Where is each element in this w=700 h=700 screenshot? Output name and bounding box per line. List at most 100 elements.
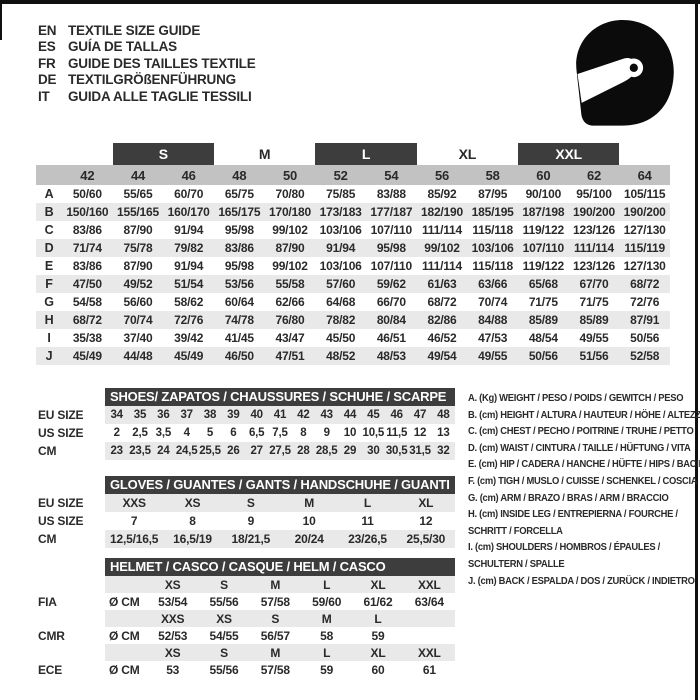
size-cell: 115/119 (624, 241, 665, 255)
size-cell: 56/57 (260, 628, 290, 643)
size-cell: 30,5 (385, 442, 409, 460)
size-group-row: S M L XL XXL (36, 143, 670, 165)
measurement-row: J 45/49 44/48 45/49 46/50 47/51 48/52 48/53 49/5… (36, 347, 670, 365)
size-cell: 83/86 (224, 241, 254, 255)
size-cell: 2,5 (132, 427, 148, 439)
size-cell: 65/75 (224, 187, 254, 201)
unit-cell: Ø CM (109, 628, 140, 643)
size-cell: 29 (338, 442, 362, 460)
size-cell: 49/52 (123, 277, 153, 291)
size-cell: 51/54 (174, 277, 204, 291)
size-cell: 105/115 (624, 187, 666, 201)
size-cell: 48/54 (528, 331, 558, 345)
row-label: ECE (38, 662, 63, 677)
size-cell: 115/118 (472, 223, 513, 237)
size-cell: XS (147, 644, 199, 661)
size-cell: 50/56 (528, 349, 558, 363)
size-cell: 23,5 (128, 442, 152, 460)
size-cell: 52/58 (630, 349, 660, 363)
size-cell: 75/78 (123, 241, 153, 255)
row-label: EU SIZE (38, 408, 84, 422)
table-row: CMR Ø CM 52/53 54/55 56/57 58 59 (38, 627, 455, 644)
size-cell: 75/85 (326, 187, 356, 201)
language-code: ES (38, 39, 56, 55)
size-cell: 59/60 (312, 594, 342, 609)
measurement-row: I 35/38 37/40 39/42 41/45 43/47 45/50 46/51 46/5… (36, 329, 670, 347)
size-cell: 59/62 (376, 277, 406, 291)
row-label: CM (38, 444, 57, 458)
table-row: EU SIZE XXS XS S M L XL (38, 494, 455, 512)
size-cell: 28 (291, 442, 315, 460)
size-cell: 20/24 (279, 530, 339, 548)
size-cell: 26 (221, 442, 245, 460)
shoes-table-body: EU SIZE 34 35 36 37 38 39 40 41 42 43 44 45 46 47 48 US … (38, 406, 455, 460)
size-cell: 95/98 (224, 223, 254, 237)
measurement-row: C 83/86 87/90 91/94 95/98 99/102 103/106 107/11… (36, 221, 670, 239)
language-row: ES GUÍA DE TALLAS (38, 39, 256, 56)
size-cell: 61 (422, 662, 436, 677)
size-cell: 7,5 (272, 427, 288, 439)
size-cell: 48/53 (376, 349, 406, 363)
frame-top-border (0, 0, 700, 4)
size-cell: 25,5 (198, 442, 222, 460)
size-cell: 52/53 (158, 628, 188, 643)
size-group-label: XXL (518, 143, 620, 165)
size-cell: 70/74 (123, 313, 153, 327)
size-cell: 45/49 (72, 349, 102, 363)
size-cell: XXL (403, 576, 455, 593)
shoes-table: SHOES/ ZAPATOS / CHAUSSURES / SCHUHE / S… (38, 388, 455, 460)
size-cell: 6 (230, 427, 237, 439)
size-cell: 48 (431, 406, 455, 424)
size-group-label: L (315, 143, 417, 165)
size-cell: 51/56 (579, 349, 609, 363)
size-cell: 190/200 (623, 205, 666, 219)
measurement-row: D 71/74 75/78 79/82 83/86 87/90 91/94 95/98 99/1… (36, 239, 670, 257)
size-cell: 68/72 (72, 313, 102, 327)
table-row: US SIZE 7 8 9 10 11 12 (38, 512, 455, 530)
size-cell: 47/51 (275, 349, 305, 363)
size-cell: 53/54 (158, 594, 188, 609)
size-cell: 45/49 (174, 349, 204, 363)
size-cell: 5 (206, 427, 214, 439)
size-cell: 103/106 (471, 241, 514, 255)
size-cell: 49/55 (478, 349, 508, 363)
table-row: US SIZE 2 2,5 3,5 4 5 6 6,5 7,5 8 9 10 10,5 11,5 12 13 (38, 424, 455, 442)
row-letter: G (44, 295, 54, 309)
size-cell: M (249, 644, 301, 661)
row-label: CM (38, 532, 57, 546)
size-cell: 103/106 (319, 259, 362, 273)
size-cell: 54/58 (72, 295, 102, 309)
row-letter: J (45, 349, 53, 363)
size-cell: 24 (151, 442, 175, 460)
language-row: FR GUIDE DES TAILLES TEXTILE (38, 55, 256, 72)
legend-line: I. (cm) SHOULDERS / HOMBROS / ÉPAULES / (468, 542, 660, 554)
size-cell: 11 (361, 514, 374, 528)
size-cell: 59 (320, 662, 334, 677)
table-row: CM 12,5/16,5 16,5/19 18/21,5 20/24 23/26,5 25,… (38, 530, 455, 548)
size-cell: 23 (105, 442, 129, 460)
size-cell: 85/89 (579, 313, 609, 327)
size-cell: 18/21,5 (221, 530, 280, 548)
size-cell: 39 (221, 406, 245, 424)
language-title-list: EN TEXTILE SIZE GUIDE ES GUÍA DE TALLAS FR GU… (38, 22, 256, 105)
size-cell: 165/175 (218, 205, 261, 219)
size-cell: 54/55 (209, 628, 239, 643)
size-cell: L (300, 576, 353, 593)
size-cell: 36 (151, 406, 175, 424)
row-label: US SIZE (38, 514, 84, 528)
size-cell: 27,5 (268, 442, 292, 460)
size-cell: 47/53 (478, 331, 508, 345)
size-cell: 87/95 (478, 187, 508, 201)
size-cell: 9 (247, 514, 255, 528)
size-cell: 90/100 (525, 187, 562, 201)
row-label: US SIZE (38, 426, 84, 440)
gloves-section-title: GLOVES / GUANTES / GANTS / HANDSCHUHE / … (105, 476, 455, 494)
size-cell: M (279, 494, 339, 512)
measurement-row: F 47/50 49/52 51/54 53/56 55/58 57/60 59/62 61/6… (36, 275, 670, 293)
size-cell: 43/47 (275, 331, 305, 345)
language-title: GUÍA DE TALLAS (68, 39, 177, 55)
size-cell: 47 (408, 406, 432, 424)
size-cell: 25,5/30 (396, 530, 455, 548)
numeric-size-label: 48 (232, 167, 247, 183)
legend-line: SCHRITT / FORCELLA (468, 525, 563, 537)
